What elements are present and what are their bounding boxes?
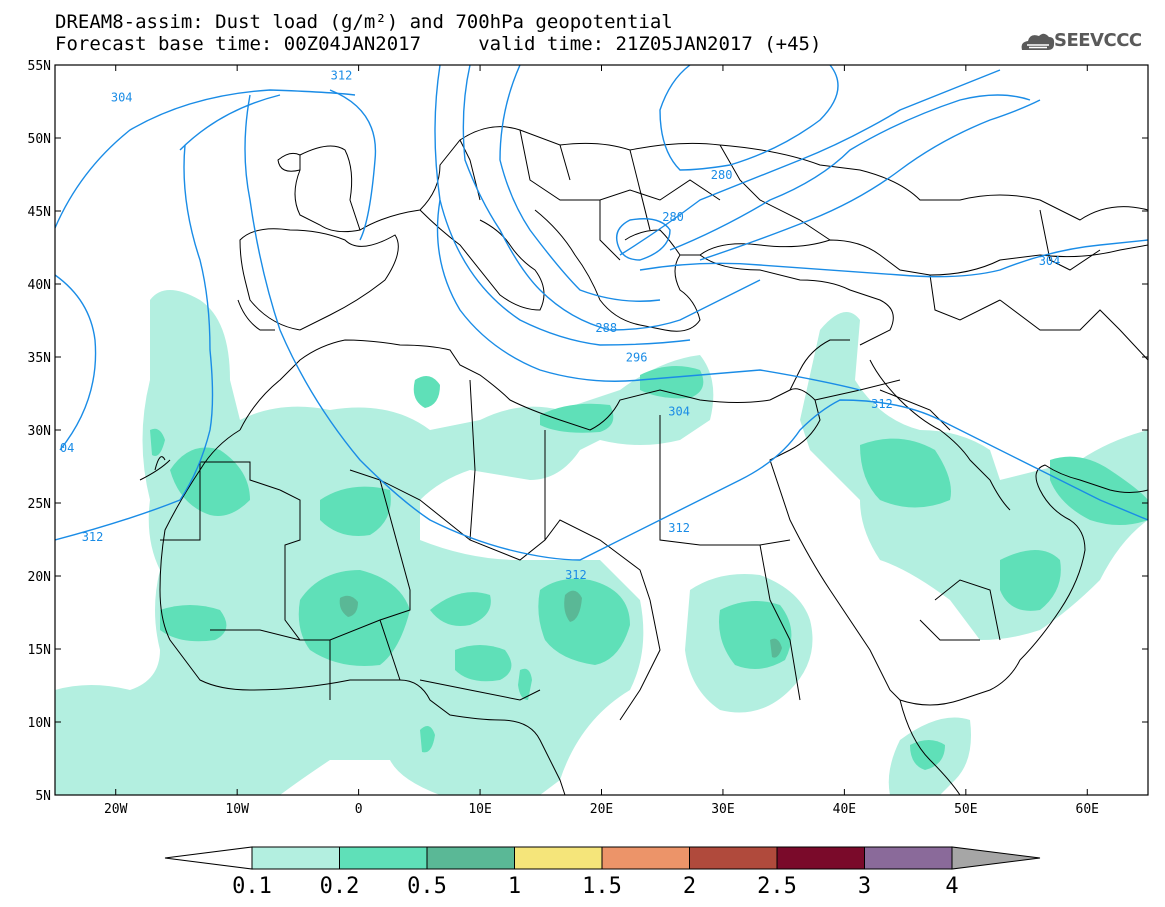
lat-label: 10N — [28, 716, 51, 731]
contour-label: 312 — [565, 568, 587, 582]
lat-label: 20N — [28, 570, 51, 585]
colorbar-label: 2 — [683, 874, 696, 899]
colorbar-label: 0.5 — [407, 874, 447, 899]
geopotential-contours — [55, 65, 1148, 561]
cloud-icon — [1021, 33, 1055, 50]
colorbar-label: 1 — [508, 874, 521, 899]
lat-label: 50N — [28, 132, 51, 147]
seevccc-logo: SEEVCCC — [1054, 30, 1142, 51]
colorbar-segment — [689, 846, 778, 870]
colorbar-segment — [426, 846, 515, 870]
colorbar-segment — [251, 846, 340, 870]
dust-shading — [55, 290, 1148, 795]
colorbar-label: 2.5 — [757, 874, 797, 899]
lon-label: 10W — [225, 802, 249, 817]
lat-label: 35N — [28, 351, 51, 366]
lat-label: 5N — [35, 789, 51, 804]
contour-label: 304 — [111, 91, 133, 105]
contour-labels: 304 312 280 280 304 288 296 304 312 04 3… — [60, 69, 1061, 582]
latitude-axis: 55N 50N 45N 40N 35N 30N 25N 20N 15N 10N 5N — [28, 59, 1148, 804]
contour-label: 304 — [668, 404, 690, 418]
contour-label: 280 — [711, 168, 733, 182]
contour-label: 288 — [595, 321, 617, 335]
lat-label: 15N — [28, 643, 51, 658]
lat-label: 55N — [28, 59, 51, 74]
contour-label: 312 — [82, 530, 104, 544]
contour-label: 296 — [626, 350, 648, 364]
contour-label: 280 — [662, 210, 684, 224]
colorbar-label: 0.1 — [232, 874, 272, 899]
lon-label: 10E — [468, 802, 491, 817]
colorbar-under-triangle — [164, 846, 253, 870]
chart-title: DREAM8-assim: Dust load (g/m²) and 700hP… — [55, 11, 673, 33]
lon-label: 30E — [711, 802, 734, 817]
contour-label: 304 — [1039, 254, 1061, 268]
lon-label: 20W — [104, 802, 128, 817]
lat-label: 45N — [28, 205, 51, 220]
colorbar-label: 4 — [945, 874, 958, 899]
colorbar-over-triangle — [951, 846, 1041, 870]
longitude-axis: 20W 10W 0 10E 20E 30E 40E 50E 60E — [104, 65, 1099, 817]
lon-label: 0 — [355, 802, 363, 817]
lon-label: 20E — [590, 802, 613, 817]
lon-label: 50E — [954, 802, 977, 817]
colorbar-segment — [776, 846, 865, 870]
colorbar-segment — [864, 846, 953, 870]
colorbar-label: 3 — [858, 874, 871, 899]
contour-label: 312 — [668, 521, 690, 535]
contour-label: 312 — [331, 69, 353, 83]
colorbar-label: 0.2 — [320, 874, 360, 899]
coastlines — [139, 126, 1148, 795]
chart-subtitle: Forecast base time: 00Z04JAN2017 valid t… — [55, 33, 822, 55]
lat-label: 40N — [28, 278, 51, 293]
colorbar-label: 1.5 — [582, 874, 622, 899]
colorbar: 0.1 0.2 0.5 1 1.5 2 2.5 3 4 — [164, 846, 1041, 899]
colorbar-segment — [339, 846, 428, 870]
contour-label: 04 — [60, 441, 74, 455]
contour-label: 312 — [871, 397, 893, 411]
lat-label: 30N — [28, 424, 51, 439]
colorbar-segment — [514, 846, 603, 870]
lon-label: 40E — [833, 802, 856, 817]
lat-label: 25N — [28, 497, 51, 512]
colorbar-segment — [601, 846, 690, 870]
lon-label: 60E — [1076, 802, 1099, 817]
